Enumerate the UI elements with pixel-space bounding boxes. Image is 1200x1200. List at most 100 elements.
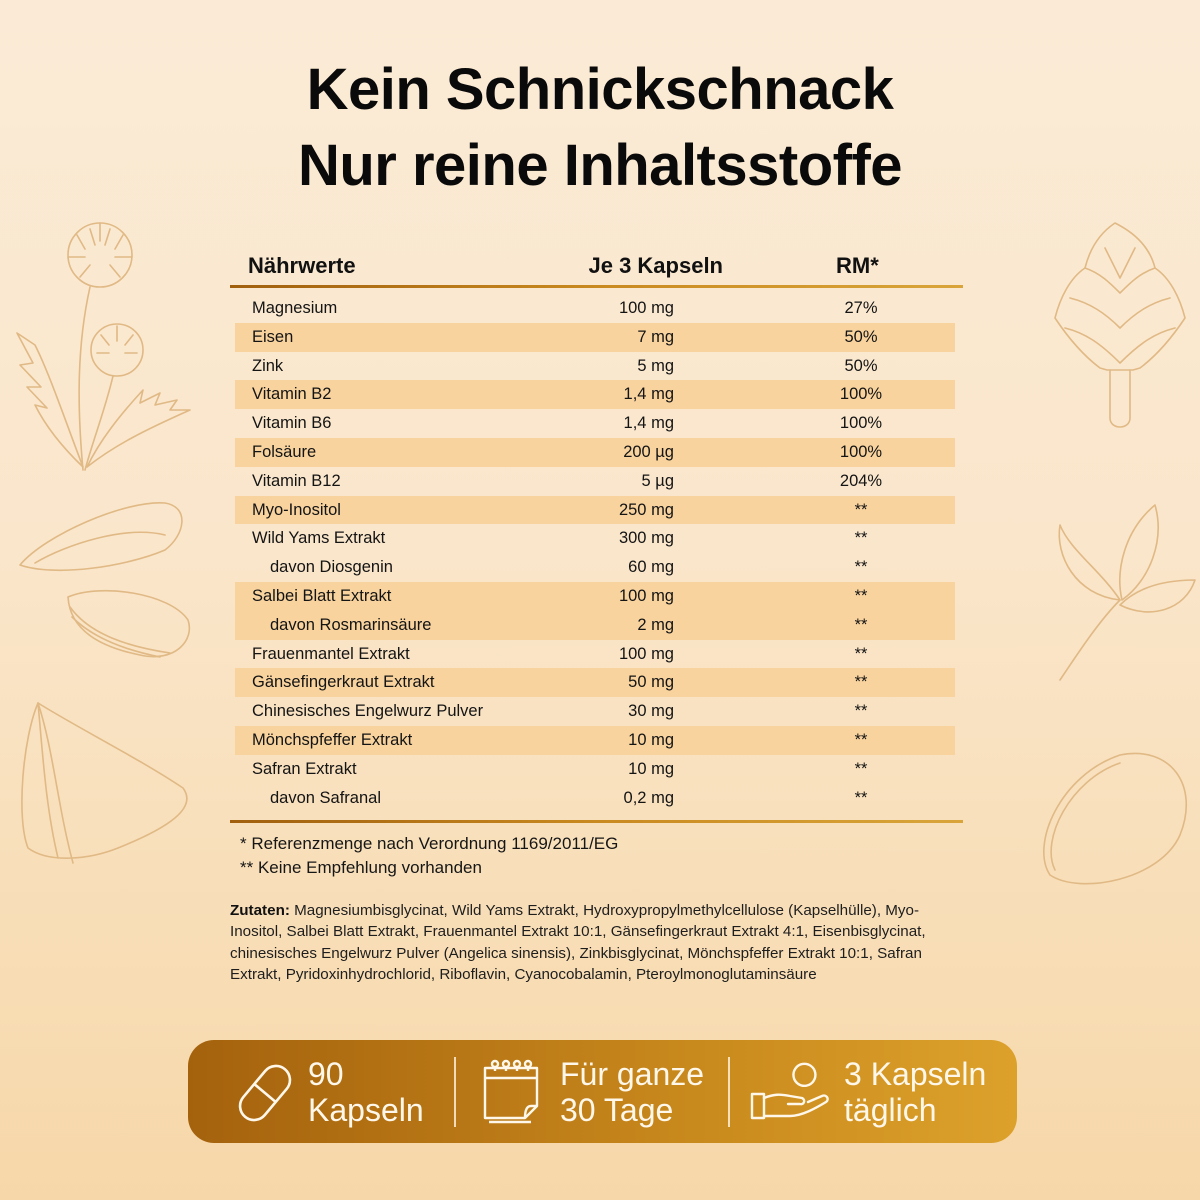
table-row: Mönchspfeffer Extrakt 10 mg ** [235,725,955,755]
table-row: Myo-Inositol 250 mg ** [235,495,955,525]
feature-capsule-line1: 90 [308,1056,344,1092]
row-name: Gänsefingerkraut Extrakt [252,673,435,692]
dandelion-illustration [5,205,195,495]
row-amount: 2 mg [637,615,674,634]
row-rm: ** [854,673,868,692]
table-row: Eisen 7 mg 50% [235,322,955,352]
row-amount: 1,4 mg [623,414,674,433]
row-amount: 7 mg [637,327,674,346]
row-name: Vitamin B12 [252,471,341,490]
row-name: Frauenmantel Extrakt [252,644,410,663]
row-rm: ** [854,702,868,721]
row-name: davon Diosgenin [270,558,393,577]
row-amount: 100 mg [618,586,674,605]
table-row: Folsäure 200 µg 100% [235,437,955,467]
row-amount: 1,4 mg [623,385,674,404]
footnote-reference: * Referenzmenge nach Verordnung 1169/201… [240,834,619,853]
table-row: Frauenmantel Extrakt 100 mg ** [235,640,955,669]
row-amount: 300 mg [618,529,674,548]
ingredients-text: Zutaten: Magnesiumbisglycinat, Wild Yams… [230,900,970,985]
feature-daily-dose: 3 Kapseln täglich [728,1040,1017,1143]
row-amount: 100 mg [618,644,674,663]
row-amount: 10 mg [628,759,674,778]
row-name: Chinesisches Engelwurz Pulver [252,702,484,721]
row-name: Zink [252,356,284,375]
row-rm: ** [854,644,868,663]
feature-duration-line1: Für ganze [560,1056,705,1092]
almond-illustration-3 [1030,745,1195,895]
row-name: Safran Extrakt [252,759,357,778]
row-name: davon Rosmarinsäure [270,615,432,634]
row-rm: 100% [839,414,883,433]
row-name: Folsäure [252,442,317,461]
footnotes: * Referenzmenge nach Verordnung 1169/201… [240,832,618,880]
row-rm: ** [854,615,868,634]
row-name: Wild Yams Extrakt [252,529,386,548]
row-rm: ** [854,500,868,519]
table-row: davon Safranal 0,2 mg ** [235,784,955,813]
header-rm: RM* [836,253,879,278]
title-line-2: Nur reine Inhaltsstoffe [297,133,903,198]
row-amount: 250 mg [618,500,674,519]
table-row: Vitamin B2 1,4 mg 100% [235,380,955,410]
page-title: Kein Schnickschnack Nur reine Inhaltssto… [0,52,1200,204]
table-row: Vitamin B6 1,4 mg 100% [235,409,955,438]
nutrition-table: Nährwerte Je 3 Kapseln RM* Magnesium 100 … [230,247,963,824]
row-amount: 5 µg [641,471,674,490]
row-rm: 50% [844,327,878,346]
table-row: Salbei Blatt Extrakt 100 mg ** [235,581,955,611]
row-amount: 50 mg [628,673,674,692]
dosage-banner: 90 Kapseln Für ganze 30 Tage [188,1040,1017,1143]
row-amount: 10 mg [628,730,674,749]
header-naehrwerte: Nährwerte [248,253,356,278]
row-name: Myo-Inositol [252,500,341,519]
feature-duration: Für ganze 30 Tage [456,1040,728,1143]
row-rm: ** [854,759,868,778]
calendar-icon [483,1059,539,1124]
table-row: Safran Extrakt 10 mg ** [235,755,955,784]
header-divider [230,285,963,288]
table-row: Vitamin B12 5 µg 204% [235,467,955,496]
footer-divider [230,820,963,824]
row-amount: 200 µg [623,442,674,461]
almond-illustration-1 [15,495,185,575]
table-header: Nährwerte Je 3 Kapseln RM* [230,247,963,285]
table-row: Magnesium 100 mg 27% [235,294,955,323]
table-row: Gänsefingerkraut Extrakt 50 mg ** [235,668,955,698]
row-rm: 100% [839,385,883,404]
row-name: Vitamin B2 [252,385,332,404]
row-rm: 50% [844,356,878,375]
row-rm: ** [854,730,868,749]
row-name: davon Safranal [270,788,381,807]
row-amount: 60 mg [628,558,674,577]
feature-capsule-count: 90 Kapseln [188,1040,456,1143]
banner-divider-1 [454,1057,456,1127]
row-name: Mönchspfeffer Extrakt [252,730,413,749]
row-rm: 27% [844,299,878,317]
almond-illustration-2 [60,585,195,665]
table-row: davon Diosgenin 60 mg ** [235,553,955,582]
ingredients-label: Zutaten: [230,902,290,919]
row-rm: ** [854,558,868,577]
row-rm: 100% [839,442,883,461]
row-amount: 30 mg [628,702,674,721]
row-name: Vitamin B6 [252,414,332,433]
footnote-no-recommendation: ** Keine Empfehlung vorhanden [240,858,482,877]
ingredients-list: Magnesiumbisglycinat, Wild Yams Extrakt,… [230,902,926,983]
brazil-nut-illustration [18,698,193,868]
banner-divider-2 [728,1057,730,1127]
row-name: Salbei Blatt Extrakt [252,586,392,605]
title-line-1: Kein Schnickschnack [306,57,894,122]
feature-dose-line2: täglich [844,1092,937,1128]
row-rm: ** [854,586,868,605]
row-amount: 0,2 mg [623,788,674,807]
table-body: Magnesium 100 mg 27% Eisen 7 mg 50% Zink 5 mg… [230,294,963,812]
feature-capsule-line2: Kapseln [308,1092,424,1128]
table-row: Zink 5 mg 50% [235,352,955,381]
table-row: davon Rosmarinsäure 2 mg ** [235,610,955,640]
row-amount: 5 mg [637,356,674,375]
row-name: Eisen [252,327,294,346]
hand-capsule-icon [750,1062,829,1120]
header-je-3-kapseln: Je 3 Kapseln [588,253,723,278]
sage-leaves-illustration [1030,500,1200,685]
